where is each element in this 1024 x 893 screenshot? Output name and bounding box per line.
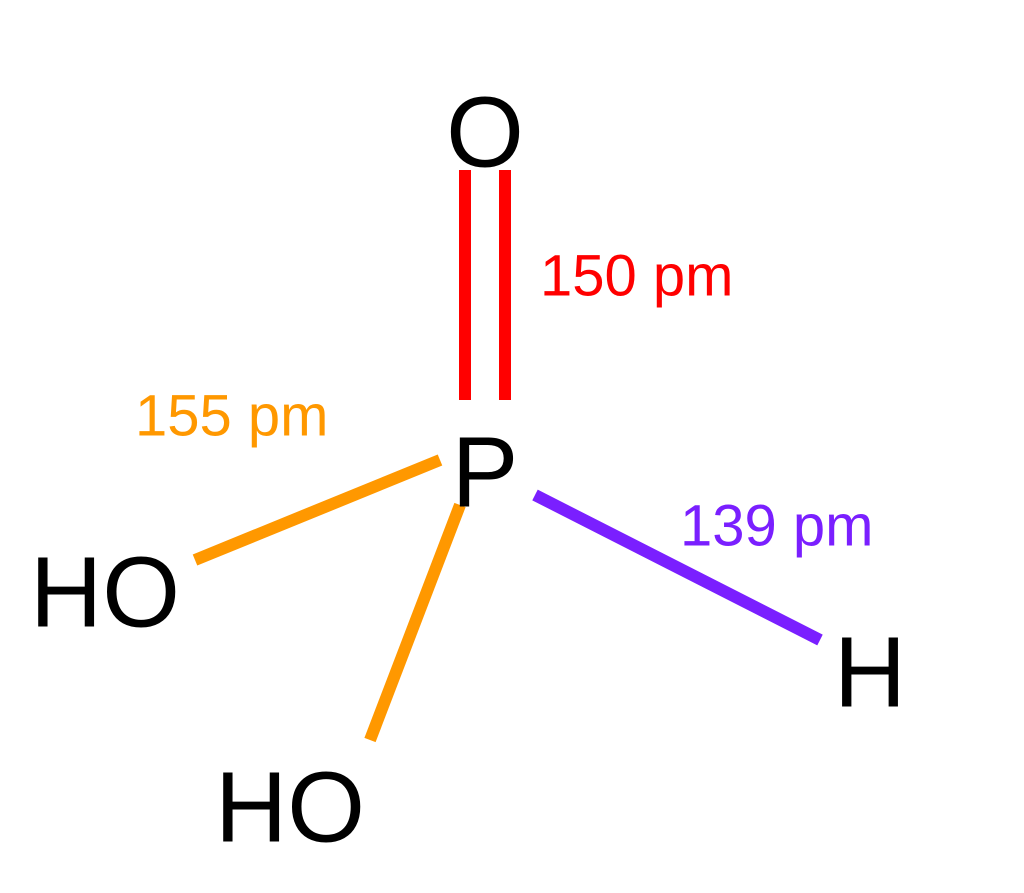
bond-label-2: 139 pm (680, 493, 873, 558)
atom-P: P (452, 416, 519, 528)
bond-P-HO2 (370, 505, 460, 740)
bond-P-HO1 (195, 460, 440, 560)
atom-Otop: O (446, 76, 524, 188)
bond-label-1: 155 pm (135, 383, 328, 448)
molecule-diagram: 150 pm 155 pm 139 pm P O HO HO H (0, 0, 1024, 893)
atom-H: H (834, 616, 906, 728)
atom-HO1: HO (30, 536, 180, 648)
atom-HO2: HO (215, 751, 365, 863)
bond-label-0: 150 pm (540, 243, 733, 308)
